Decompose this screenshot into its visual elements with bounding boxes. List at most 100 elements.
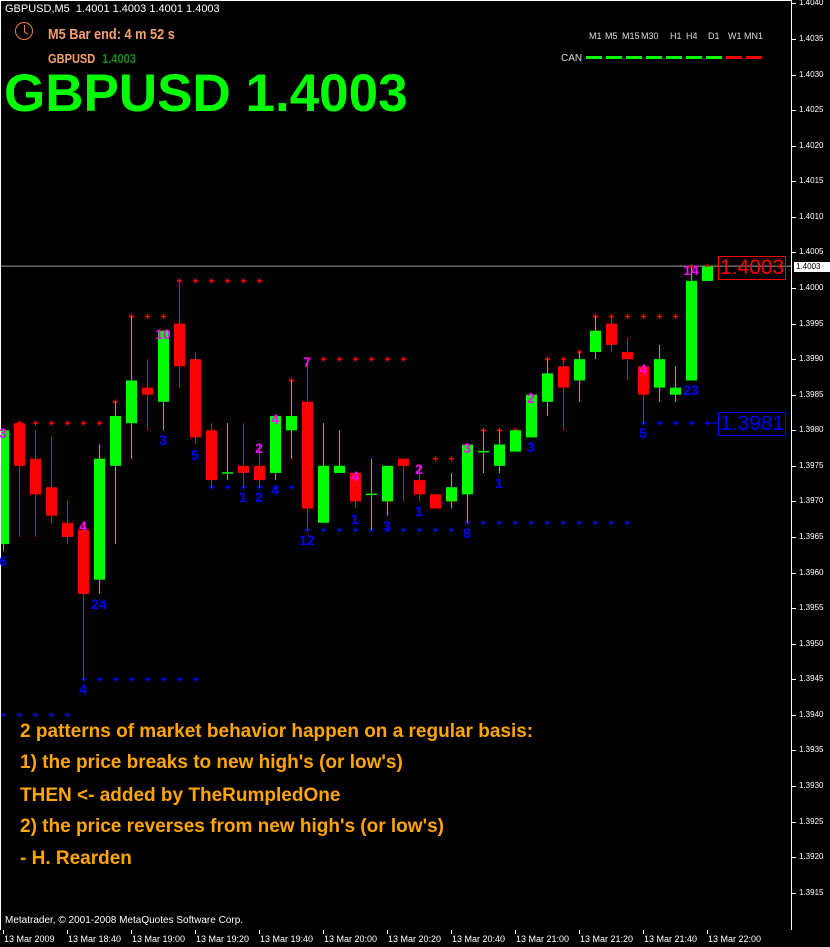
price-chart[interactable] (0, 0, 792, 930)
candle[interactable] (510, 430, 521, 452)
support-level-dot (145, 676, 150, 682)
count-label-high: 2 (415, 460, 423, 477)
candle[interactable] (270, 416, 281, 481)
candle[interactable] (254, 444, 265, 488)
candle[interactable] (606, 316, 617, 353)
support-level-dot (17, 712, 22, 718)
candle[interactable] (478, 430, 489, 473)
y-axis-label: 1.3930 (799, 780, 824, 790)
y-axis-tick (792, 679, 796, 681)
candle[interactable] (238, 423, 249, 488)
count-label-low: 23 (683, 382, 699, 399)
candle[interactable] (190, 352, 201, 445)
count-label-low: 4 (271, 482, 279, 499)
can-label: CAN (561, 53, 583, 64)
count-label-low: 3 (527, 439, 535, 456)
candle[interactable] (382, 465, 393, 516)
candle-body (158, 330, 169, 402)
count-label-low: 4 (79, 681, 87, 698)
y-axis-tick (792, 288, 796, 289)
candle[interactable] (526, 394, 537, 438)
candle-body (398, 458, 409, 466)
x-axis-tick (387, 930, 388, 934)
candle[interactable] (46, 437, 57, 523)
resistance-level-dot (321, 356, 326, 362)
candle[interactable] (430, 494, 441, 509)
candle[interactable] (318, 423, 329, 523)
candle[interactable] (30, 430, 41, 537)
support-level-dot (129, 676, 134, 682)
support-level-dot (289, 484, 294, 490)
candle[interactable] (654, 344, 665, 402)
candle[interactable] (558, 359, 569, 431)
candle[interactable] (702, 266, 713, 281)
candle[interactable] (638, 366, 649, 424)
quote-line-5: - H. Rearden (20, 848, 132, 869)
candle[interactable] (222, 423, 233, 481)
candle[interactable] (158, 330, 169, 431)
small-quote-symbol: GBPUSD (48, 51, 96, 66)
count-label-high: 2 (255, 439, 263, 456)
candle[interactable] (622, 337, 633, 381)
candle[interactable] (206, 423, 217, 488)
support-level-dot (689, 420, 694, 426)
candle[interactable] (542, 359, 553, 417)
candle[interactable] (494, 430, 505, 473)
candle[interactable] (446, 472, 457, 509)
support-level-dot (353, 527, 358, 533)
y-axis-label: 1.4005 (799, 247, 824, 257)
support-level-dot (497, 520, 502, 526)
candle[interactable] (174, 280, 185, 388)
candle[interactable] (302, 359, 313, 530)
candle[interactable] (670, 366, 681, 402)
quote-line-1: 2 patterns of market behavior happen on … (20, 721, 534, 742)
candle[interactable] (366, 458, 377, 530)
candle[interactable] (414, 465, 425, 502)
candle[interactable] (686, 266, 697, 381)
count-label-low: 1 (239, 489, 247, 506)
candle-body (318, 465, 329, 523)
candle[interactable] (350, 472, 361, 509)
candle[interactable] (142, 359, 153, 431)
x-axis-tick (643, 930, 644, 934)
candle-body (0, 430, 9, 545)
candle[interactable] (78, 522, 89, 680)
y-axis-tick (792, 572, 796, 574)
count-label-low: 1 (495, 474, 503, 491)
candle-body (190, 359, 201, 438)
support-level-dot (49, 712, 54, 718)
candle[interactable] (286, 380, 297, 459)
candle-body (110, 416, 121, 466)
candle-body (414, 480, 425, 495)
candle[interactable] (126, 316, 137, 459)
resistance-level-dot (193, 278, 198, 284)
candle[interactable] (462, 444, 473, 523)
resistance-level-dot (49, 420, 54, 426)
symbol-timeframe: GBPUSD,M5 (5, 3, 70, 15)
candle[interactable] (590, 316, 601, 360)
candle[interactable] (110, 401, 121, 545)
timeframe-label-h1: H1 (670, 31, 682, 41)
timeframe-label-m30: M30 (641, 31, 659, 41)
y-axis-tick (792, 145, 796, 147)
y-axis-tick (792, 323, 796, 325)
support-level-dot (321, 527, 326, 533)
current-price-label: 1.4003 (794, 262, 830, 272)
candle[interactable] (398, 458, 409, 502)
y-axis-label: 1.4015 (799, 176, 824, 186)
candle[interactable] (574, 352, 585, 402)
timeframe-status-m1 (586, 56, 602, 59)
candle[interactable] (94, 444, 105, 594)
candle[interactable] (14, 423, 25, 537)
timeframe-status-m15 (626, 56, 642, 59)
candle[interactable] (0, 430, 9, 552)
support-level-dot (385, 527, 390, 533)
resistance-level-dot (145, 313, 150, 319)
y-axis-tick (792, 3, 796, 5)
candle[interactable] (62, 501, 73, 545)
y-axis-tick (792, 750, 796, 752)
candle-body (62, 522, 73, 537)
candle-body (590, 330, 601, 353)
candle[interactable] (334, 430, 345, 473)
candle-body (126, 380, 137, 424)
